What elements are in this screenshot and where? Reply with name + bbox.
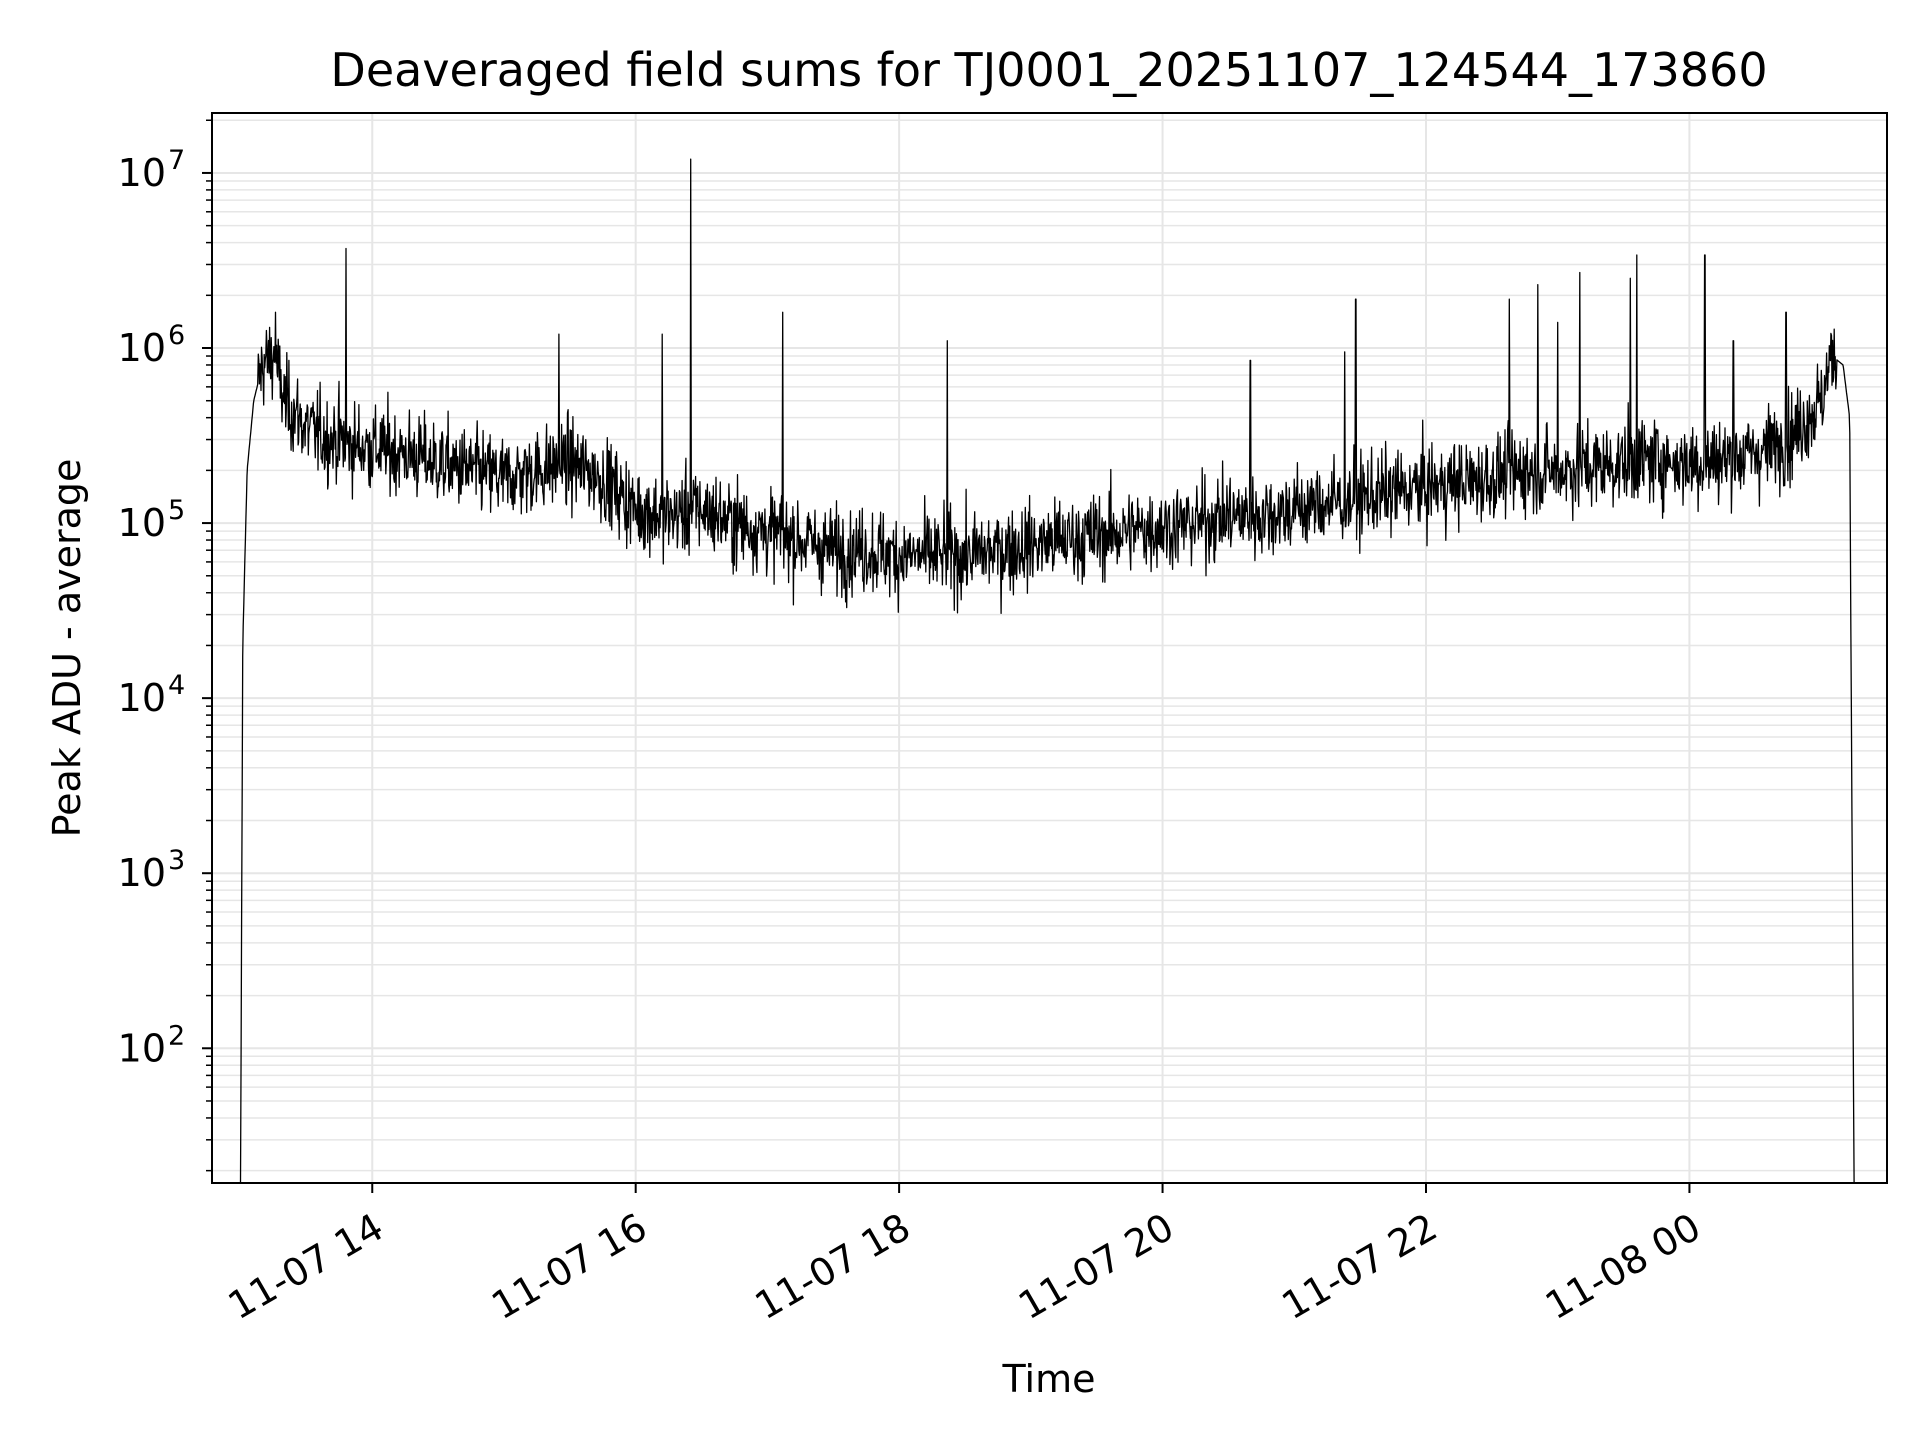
y-tick-exponent: 6 xyxy=(168,320,185,351)
y-tick-exponent: 4 xyxy=(168,670,185,701)
y-tick-exponent: 3 xyxy=(168,845,185,876)
y-tick-exponent: 5 xyxy=(168,495,185,526)
y-tick-label: 10 xyxy=(118,676,166,720)
y-tick-exponent: 7 xyxy=(168,145,185,176)
y-tick-label: 10 xyxy=(118,1026,166,1070)
y-tick-label: 10 xyxy=(118,326,166,370)
y-tick-label: 10 xyxy=(118,851,166,895)
y-axis-label: Peak ADU - average xyxy=(45,459,89,838)
y-tick-label: 10 xyxy=(118,501,166,545)
y-tick-label: 10 xyxy=(118,151,166,195)
plot-frame xyxy=(211,112,1888,1184)
chart-title: Deaveraged field sums for TJ0001_2025110… xyxy=(330,43,1767,97)
grid xyxy=(212,113,1887,1183)
series-line xyxy=(239,158,1855,1183)
y-tick-exponent: 2 xyxy=(168,1020,185,1051)
plot-area xyxy=(239,158,1855,1183)
x-axis-label: Time xyxy=(1002,1357,1096,1401)
